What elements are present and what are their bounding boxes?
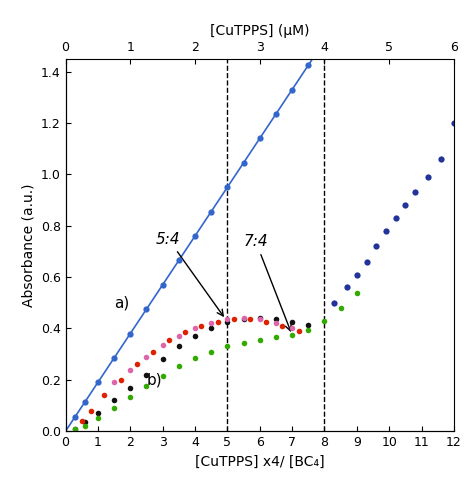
- Text: 7:4: 7:4: [243, 234, 291, 331]
- X-axis label: [CuTPPS] (μM): [CuTPPS] (μM): [210, 24, 309, 38]
- Text: b): b): [146, 373, 162, 388]
- Y-axis label: Absorbance (a.u.): Absorbance (a.u.): [21, 183, 35, 307]
- Text: 5:4: 5:4: [156, 232, 223, 316]
- X-axis label: [CuTPPS] x4/ [BC₄]: [CuTPPS] x4/ [BC₄]: [195, 455, 324, 468]
- Text: a): a): [114, 296, 129, 311]
